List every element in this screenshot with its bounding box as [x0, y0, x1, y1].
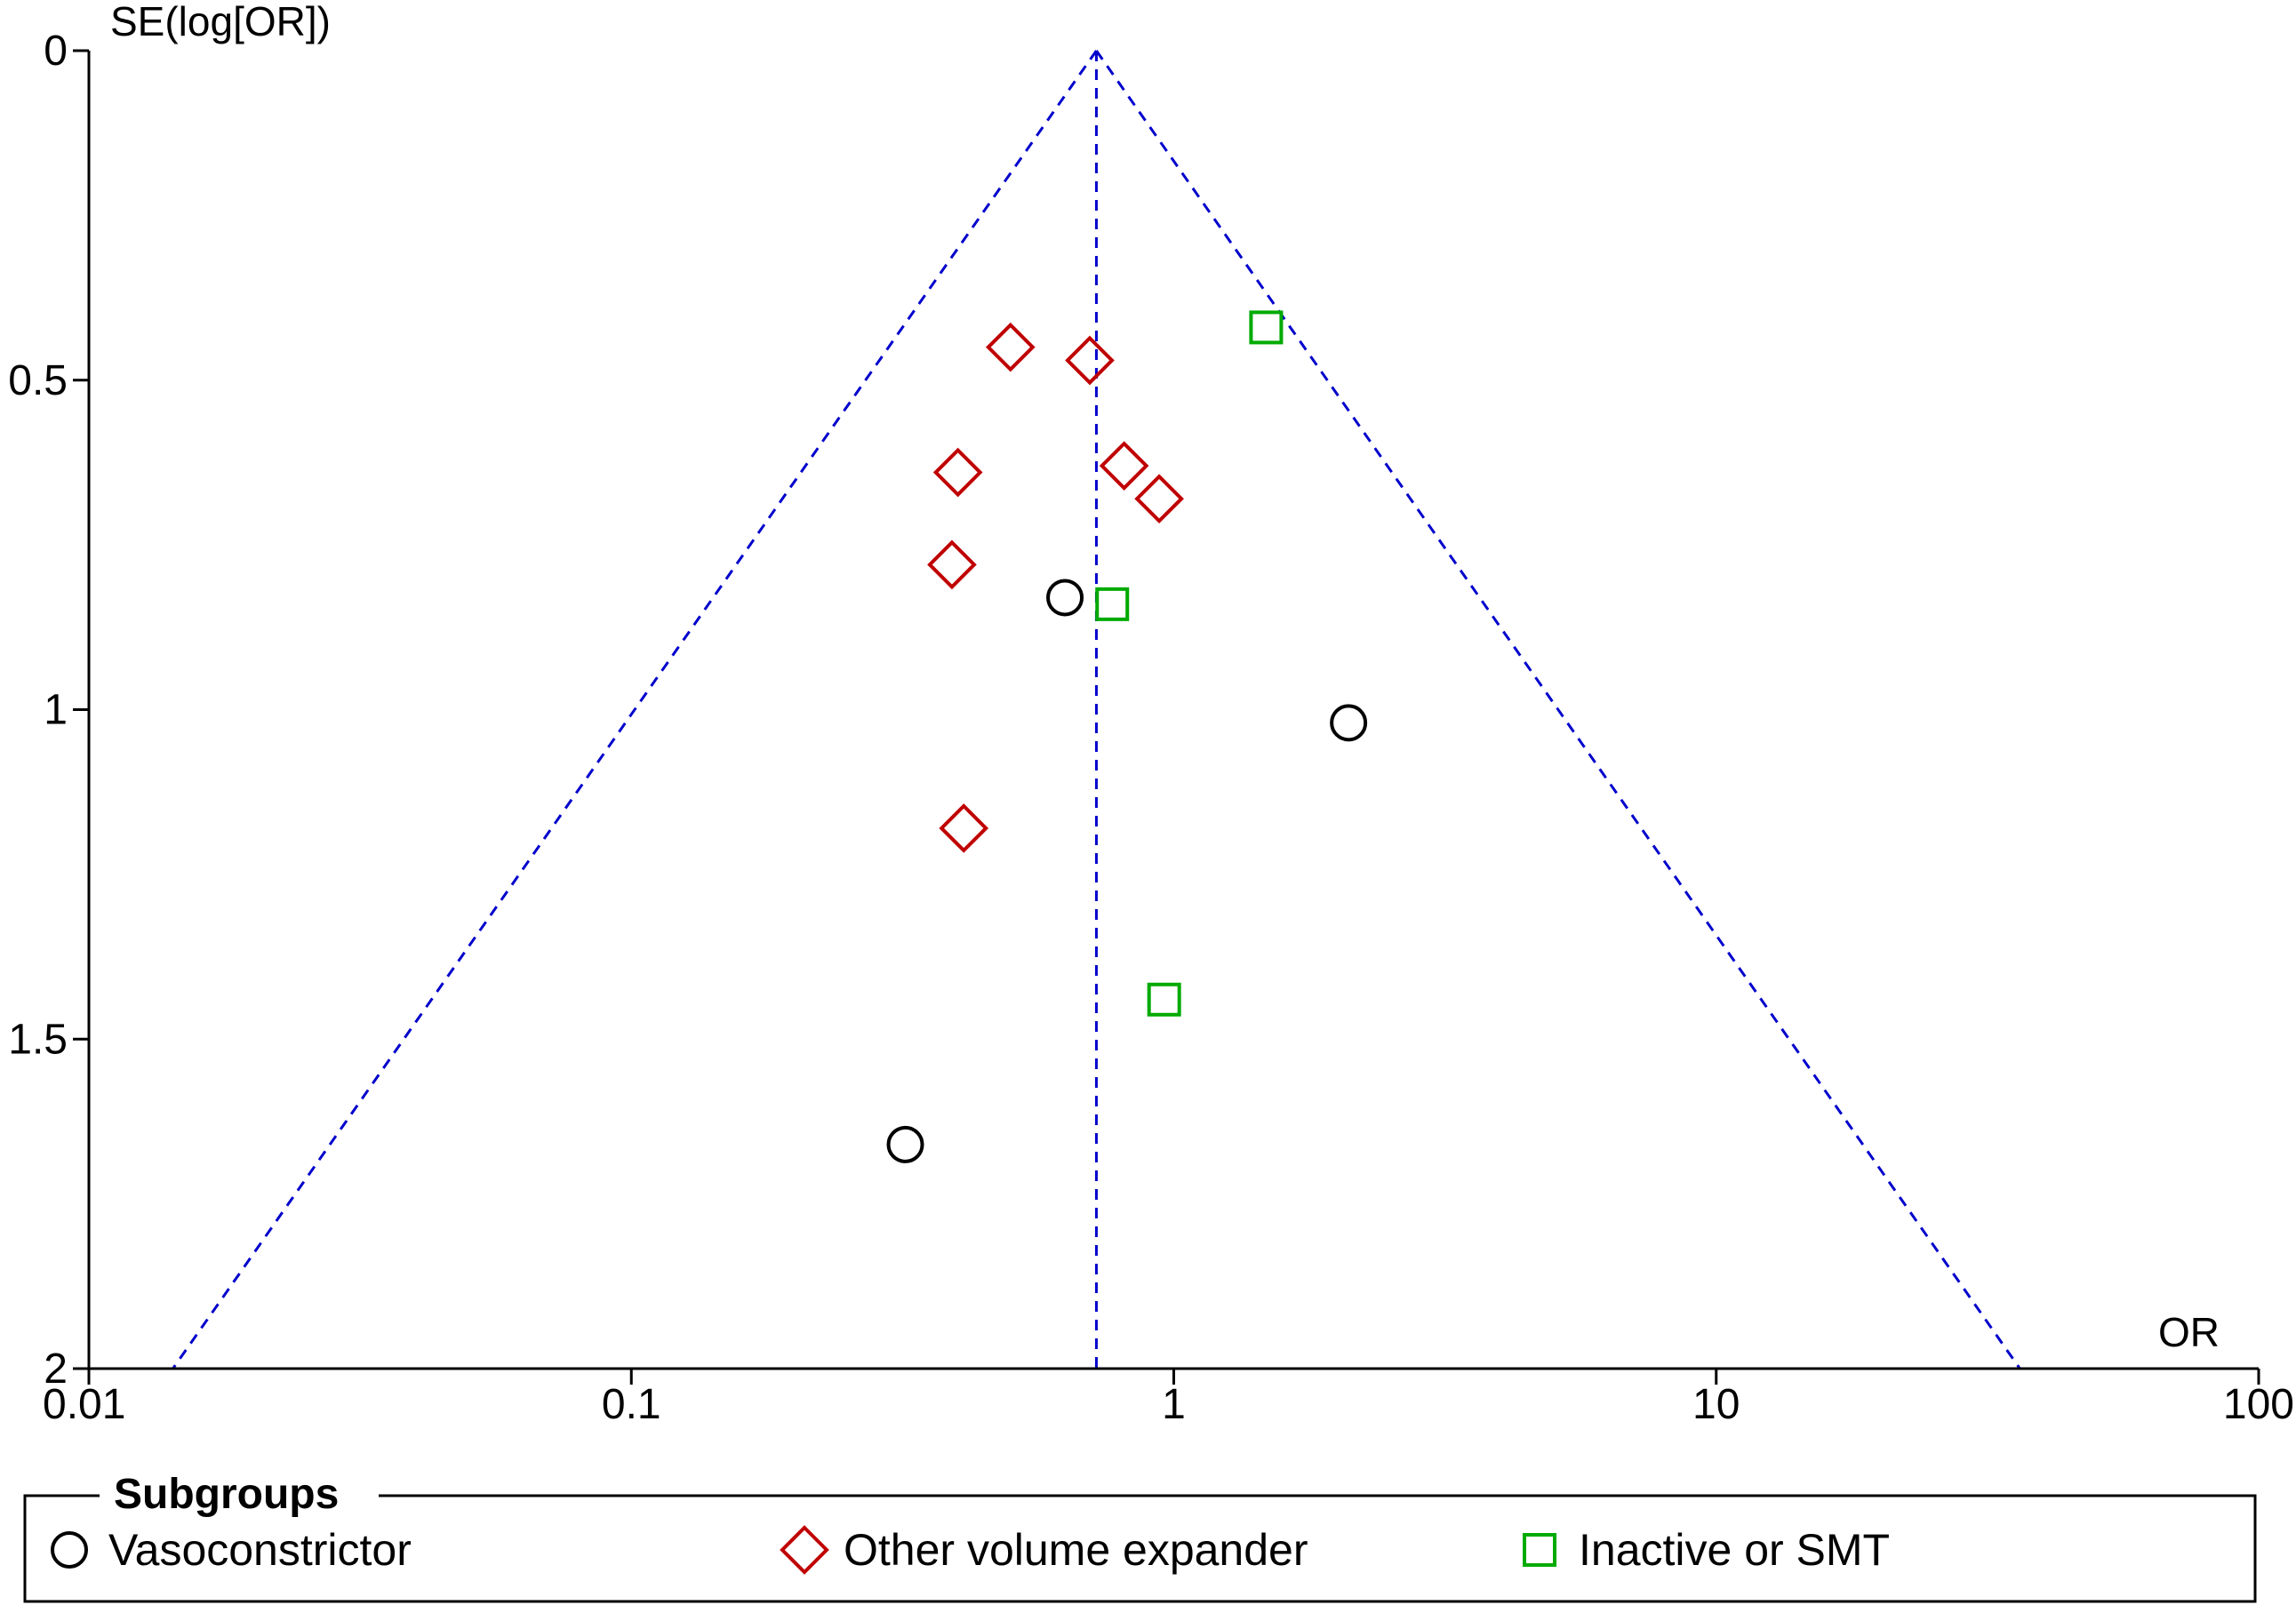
funnel-lines [172, 50, 2021, 1369]
x-axis-ticks: 0.01 0.1 1 10 100 [43, 1369, 2294, 1428]
x-tick-label: 1 [1162, 1381, 1186, 1428]
point-square [1095, 587, 1130, 621]
legend-title: Subgroups [114, 1471, 339, 1518]
point-diamond [1099, 441, 1149, 491]
legend-frame [23, 1494, 2257, 1603]
y-tick-label: 2 [44, 1345, 68, 1393]
point-diamond [1065, 335, 1115, 386]
point-square [1249, 310, 1284, 345]
data-points [886, 310, 1368, 1163]
y-axis-ticks: 0 0.5 1 1.5 2 [8, 28, 89, 1393]
x-tick-label: 0.01 [43, 1381, 125, 1428]
point-diamond [1134, 474, 1184, 524]
y-tick-label: 1 [44, 687, 68, 734]
legend-label: Other volume expander [844, 1525, 1308, 1575]
legend-items: Vasoconstrictor Other volume expander Inac… [51, 1525, 1890, 1575]
legend: Subgroups Vasoconstrictor Other volume ex… [23, 1471, 2257, 1603]
x-tick-label: 100 [2223, 1381, 2294, 1428]
x-tick-label: 0.1 [602, 1381, 661, 1428]
legend-label: Inactive or SMT [1579, 1525, 1890, 1575]
point-circle [886, 1125, 924, 1163]
point-diamond [985, 322, 1036, 372]
point-diamond [932, 447, 983, 498]
point-diamond [939, 803, 989, 853]
y-tick-label: 1.5 [8, 1016, 68, 1063]
legend-label: Vasoconstrictor [108, 1525, 412, 1575]
y-tick-label: 0 [44, 28, 68, 75]
x-tick-label: 10 [1692, 1381, 1740, 1428]
point-circle [1046, 579, 1084, 617]
legend-marker-circle [51, 1531, 88, 1569]
funnel-left-line [172, 50, 1098, 1369]
y-axis-title: SE(log[OR]) [110, 0, 331, 44]
legend-marker-square [1523, 1533, 1556, 1567]
x-axis-title: OR [2158, 1309, 2220, 1355]
point-circle [1330, 704, 1368, 742]
point-square [1147, 982, 1181, 1017]
funnel-right-line [1095, 50, 2021, 1369]
legend-marker-diamond [780, 1525, 829, 1575]
y-tick-label: 0.5 [8, 357, 68, 404]
point-diamond [927, 539, 977, 590]
